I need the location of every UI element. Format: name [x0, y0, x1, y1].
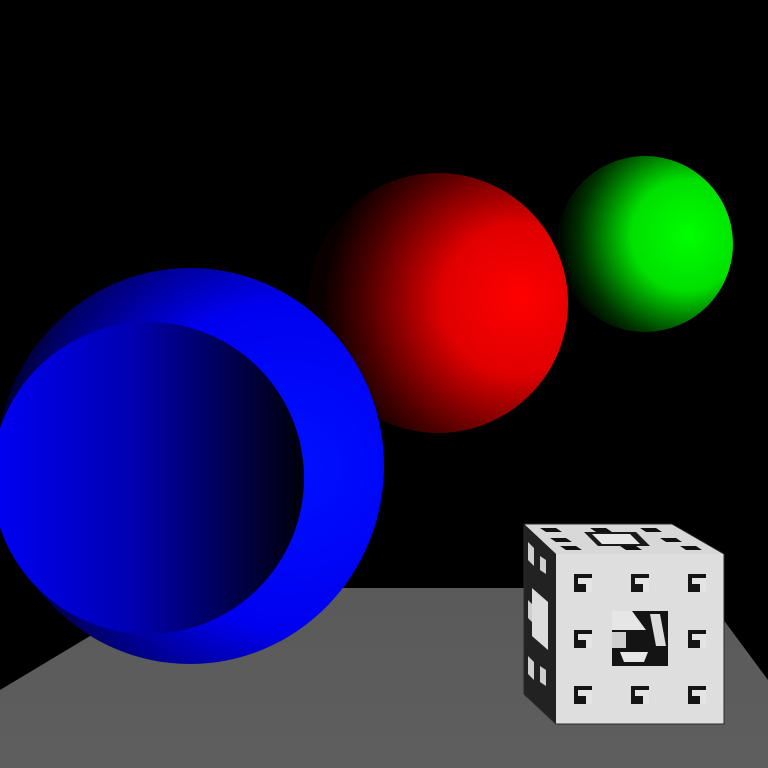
blue-hollow-sphere	[0, 268, 384, 664]
green-sphere	[557, 156, 733, 332]
menger-sponge-cube	[523, 523, 725, 725]
red-sphere	[308, 173, 568, 433]
